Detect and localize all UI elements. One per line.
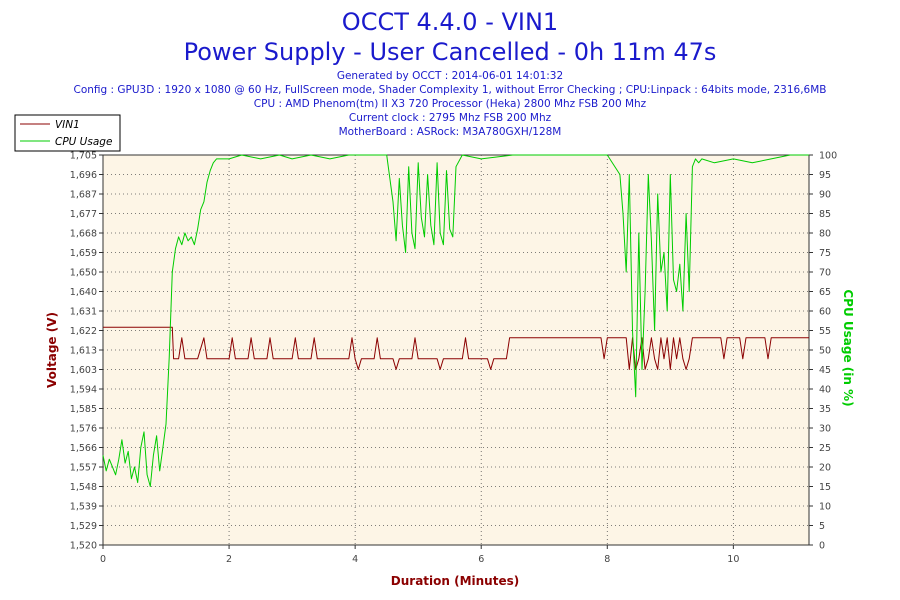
info-config: Config : GPU3D : 1920 x 1080 @ 60 Hz, Fu… <box>74 84 827 96</box>
y2-tick-label: 60 <box>819 307 831 318</box>
y-tick-label: 1,594 <box>70 385 97 396</box>
y2-tick-label: 70 <box>819 268 831 279</box>
y2-tick-label: 5 <box>819 521 825 532</box>
y-tick-label: 1,696 <box>70 170 97 181</box>
cpu-usage-series-line <box>102 154 809 487</box>
y2-tick-label: 80 <box>819 229 831 240</box>
y2-tick-label: 75 <box>819 248 831 259</box>
legend-label-vin1: VIN1 <box>55 119 80 131</box>
y2-tick-label: 35 <box>819 404 831 415</box>
info-motherboard: MotherBoard : ASRock: M3A780GXH/128M <box>339 126 562 138</box>
y-tick-label: 1,603 <box>70 365 97 376</box>
y-tick-label: 1,529 <box>70 521 97 532</box>
x-tick-label: 0 <box>100 554 106 565</box>
y-tick-label: 1,640 <box>70 287 97 298</box>
y2-tick-label: 50 <box>819 346 831 357</box>
y2-tick-label: 55 <box>819 326 831 337</box>
y2-tick-label: 45 <box>819 365 831 376</box>
vin1-series-line <box>103 326 809 370</box>
x-tick-label: 2 <box>226 554 232 565</box>
y-tick-label: 1,566 <box>70 443 97 454</box>
y-tick-label: 1,539 <box>70 502 97 513</box>
y2-tick-label: 100 <box>819 151 837 162</box>
y-tick-label: 1,520 <box>70 541 97 552</box>
info-cpu: CPU : AMD Phenom(tm) II X3 720 Processor… <box>254 98 647 110</box>
x-tick-label: 4 <box>352 554 358 565</box>
y2-tick-label: 90 <box>819 190 831 201</box>
y2-tick-label: 95 <box>819 170 831 181</box>
y2-tick-label: 15 <box>819 482 831 493</box>
y-tick-label: 1,613 <box>70 346 97 357</box>
tick-labels: 1,520 01,529 51,539 101,548 151,557 201,566 25… <box>70 151 837 566</box>
y-tick-label: 1,677 <box>70 209 97 220</box>
info-generated: Generated by OCCT : 2014-06-01 14:01:32 <box>337 70 563 82</box>
y2-tick-label: 20 <box>819 463 831 474</box>
y2-tick-label: 10 <box>819 502 831 513</box>
legend: VIN1 CPU Usage <box>14 114 121 152</box>
y-tick-label: 1,557 <box>70 463 97 474</box>
y2-axis-title: CPU Usage (in %) <box>841 289 855 406</box>
y2-tick-label: 65 <box>819 287 831 298</box>
series-layer <box>102 154 809 487</box>
y2-tick-label: 40 <box>819 385 831 396</box>
x-axis-title: Duration (Minutes) <box>391 574 519 588</box>
y-tick-label: 1,548 <box>70 482 97 493</box>
y-tick-label: 1,631 <box>70 307 97 318</box>
y-tick-label: 1,659 <box>70 248 97 259</box>
y2-tick-label: 85 <box>819 209 831 220</box>
y-tick-label: 1,705 <box>70 151 97 162</box>
y-tick-label: 1,622 <box>70 326 97 337</box>
x-tick-label: 8 <box>604 554 610 565</box>
info-clock: Current clock : 2795 Mhz FSB 200 Mhz <box>349 112 552 124</box>
chart-subtitle: Power Supply - User Cancelled - 0h 11m 4… <box>184 38 717 66</box>
legend-label-cpu-usage: CPU Usage <box>55 136 112 148</box>
y-tick-label: 1,576 <box>70 424 97 435</box>
x-tick-label: 6 <box>478 554 484 565</box>
y2-tick-label: 30 <box>819 424 831 435</box>
legend-box <box>14 114 121 152</box>
y2-tick-label: 25 <box>819 443 831 454</box>
y-tick-label: 1,650 <box>70 268 97 279</box>
y-tick-label: 1,585 <box>70 404 97 415</box>
chart-title: OCCT 4.4.0 - VIN1 <box>342 8 558 36</box>
y-tick-label: 1,687 <box>70 190 97 201</box>
y-axis-title: Voltage (V) <box>45 312 59 388</box>
y-tick-label: 1,668 <box>70 229 97 240</box>
y2-tick-label: 0 <box>819 541 825 552</box>
x-tick-label: 10 <box>727 554 739 565</box>
